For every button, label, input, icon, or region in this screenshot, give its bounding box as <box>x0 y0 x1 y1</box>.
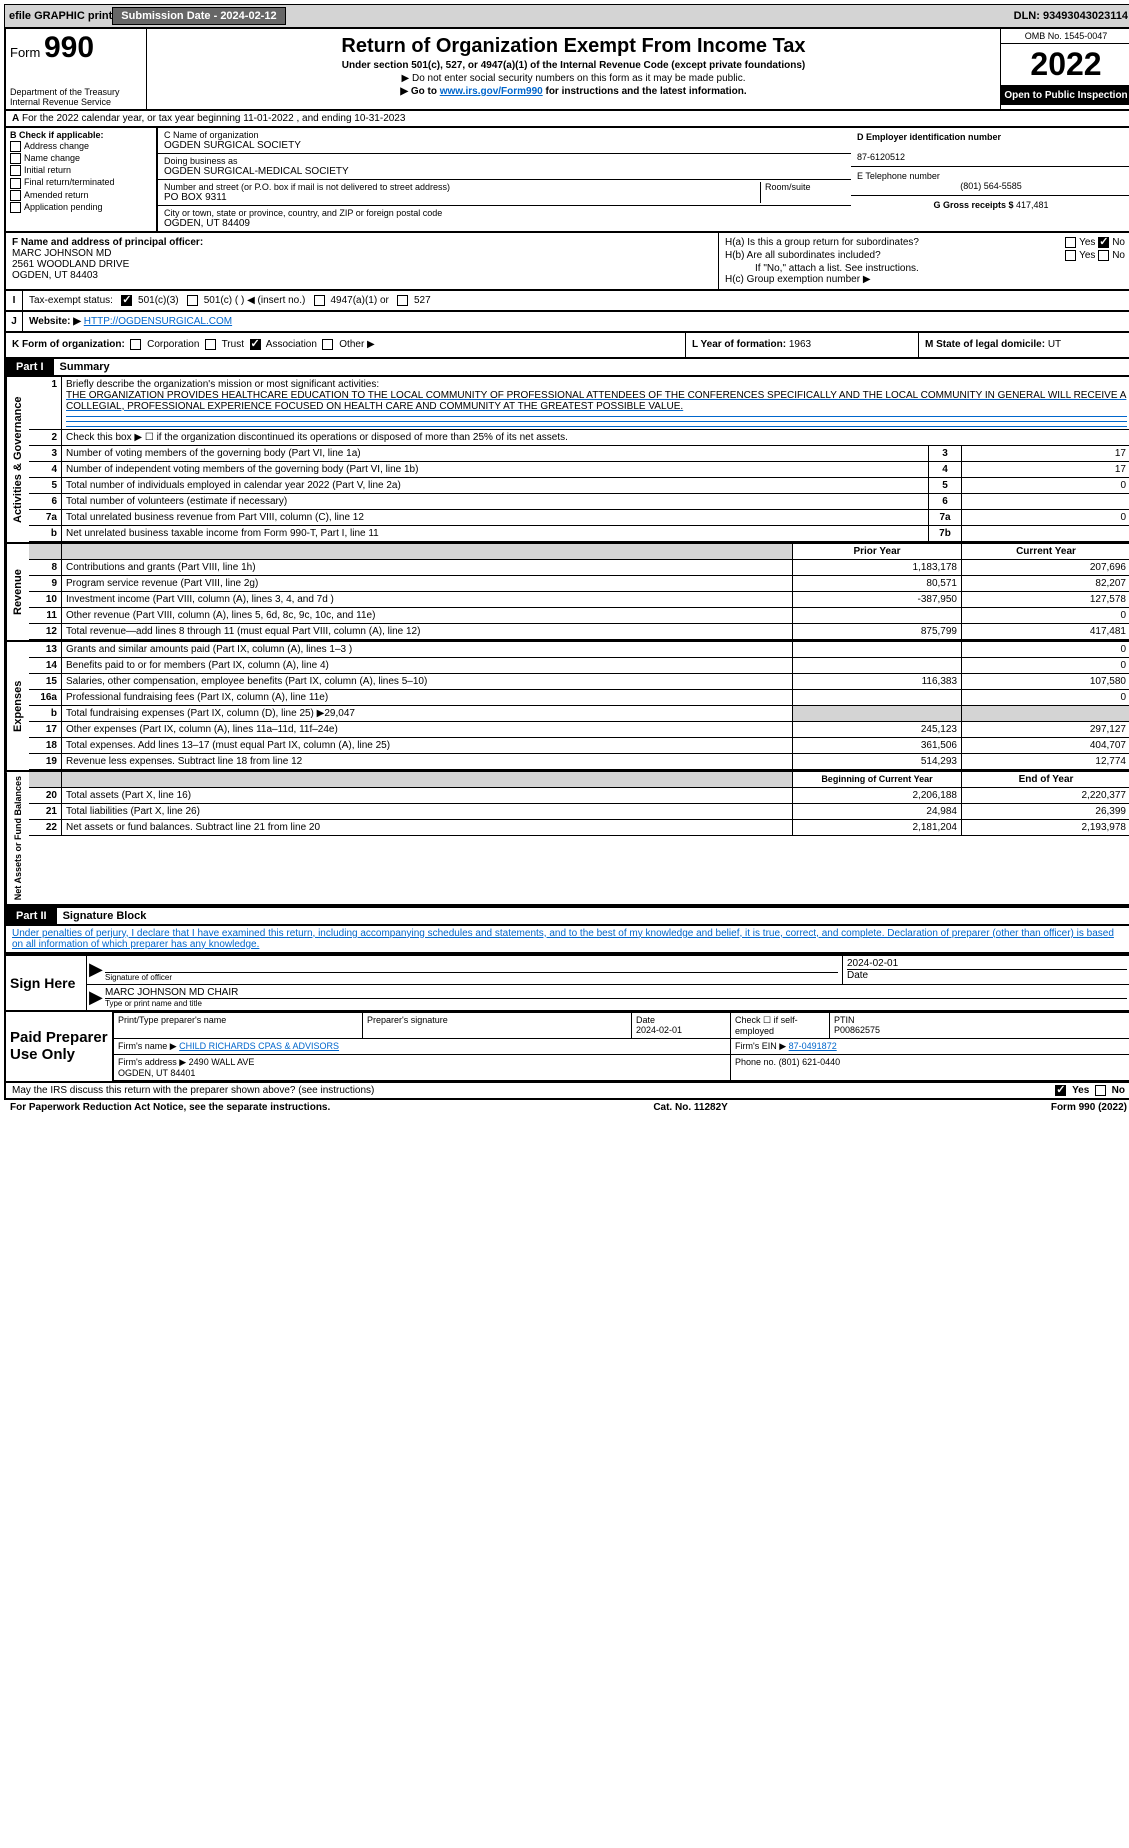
efile-label: efile GRAPHIC print <box>9 10 112 22</box>
chk-4947[interactable] <box>314 295 325 306</box>
side-netassets: Net Assets or Fund Balances <box>6 772 29 904</box>
col-c: C Name of organization OGDEN SURGICAL SO… <box>157 128 1129 231</box>
gross-value: 417,481 <box>1016 200 1049 210</box>
penalty-text: Under penalties of perjury, I declare th… <box>4 926 1129 954</box>
prep-firm: CHILD RICHARDS CPAS & ADVISORS <box>179 1041 339 1051</box>
chk-corp[interactable] <box>130 339 141 350</box>
ein-label: D Employer identification number <box>857 132 1001 142</box>
form-subtitle: Under section 501(c), 527, or 4947(a)(1)… <box>153 60 994 71</box>
room-label: Room/suite <box>765 182 811 192</box>
open-inspection: Open to Public Inspection <box>1001 86 1129 105</box>
sign-block: Sign Here ▶ Signature of officer 2024-02… <box>4 954 1129 1012</box>
sig-date: 2024-02-01 <box>847 958 1127 969</box>
row-j: J Website: ▶ HTTP://OGDENSURGICAL.COM <box>4 312 1129 333</box>
officer-addr1: 2561 WOODLAND DRIVE <box>12 259 129 270</box>
governance-section: Activities & Governance 1 Briefly descri… <box>4 377 1129 544</box>
mission-text: THE ORGANIZATION PROVIDES HEALTHCARE EDU… <box>66 390 1126 412</box>
row-fgh: F Name and address of principal officer:… <box>4 233 1129 291</box>
org-name: OGDEN SURGICAL SOCIETY <box>164 140 301 151</box>
row-klm: K Form of organization: Corporation Trus… <box>4 333 1129 358</box>
paid-preparer-label: Paid Preparer Use Only <box>6 1012 113 1081</box>
website-link[interactable]: HTTP://OGDENSURGICAL.COM <box>84 316 232 327</box>
col-f-officer: F Name and address of principal officer:… <box>6 233 719 289</box>
irs-link[interactable]: www.irs.gov/Form990 <box>440 86 543 97</box>
chk-address-change[interactable]: Address change <box>10 141 152 152</box>
chk-final-return[interactable]: Final return/terminated <box>10 177 152 188</box>
revenue-section: Revenue Prior Year Current Year 8Contrib… <box>4 544 1129 642</box>
expenses-section: Expenses 13Grants and similar amounts pa… <box>4 642 1129 772</box>
chk-other[interactable] <box>322 339 333 350</box>
chk-name-change[interactable]: Name change <box>10 153 152 164</box>
chk-trust[interactable] <box>205 339 216 350</box>
sign-here-label: Sign Here <box>6 956 87 1010</box>
form-note2: ▶ Go to www.irs.gov/Form990 for instruct… <box>153 86 994 97</box>
chk-discuss-yes[interactable] <box>1055 1085 1066 1096</box>
side-expenses: Expenses <box>6 642 29 770</box>
discuss-row: May the IRS discuss this return with the… <box>4 1083 1129 1100</box>
part2-label: Part II <box>6 908 57 924</box>
col-c-left: C Name of organization OGDEN SURGICAL SO… <box>157 128 851 231</box>
chk-501c3[interactable] <box>121 295 132 306</box>
sig-name: MARC JOHNSON MD CHAIR <box>105 987 1127 998</box>
preparer-block: Paid Preparer Use Only Print/Type prepar… <box>4 1012 1129 1083</box>
sig-arrow-icon: ▶ <box>87 956 101 984</box>
form-note1: ▶ Do not enter social security numbers o… <box>153 73 994 84</box>
form-title: Return of Organization Exempt From Incom… <box>153 35 994 58</box>
chk-discuss-no[interactable] <box>1095 1085 1106 1096</box>
header-mid: Return of Organization Exempt From Incom… <box>147 29 1000 109</box>
sig-arrow-icon: ▶ <box>87 985 101 1010</box>
part1-label: Part I <box>6 359 54 375</box>
chk-501c[interactable] <box>187 295 198 306</box>
tax-year: 2022 <box>1001 44 1129 86</box>
chk-initial-return[interactable]: Initial return <box>10 165 152 176</box>
ein-value: 87-6120512 <box>857 152 905 162</box>
col-b-checkboxes: B Check if applicable: Address change Na… <box>6 128 157 231</box>
org-city: OGDEN, UT 84409 <box>164 218 250 229</box>
chk-assoc[interactable] <box>250 339 261 350</box>
submission-date-btn[interactable]: Submission Date - 2024-02-12 <box>112 7 285 25</box>
name-label: C Name of organization <box>164 130 259 140</box>
dba-label: Doing business as <box>164 156 238 166</box>
dept-treasury: Department of the Treasury Internal Reve… <box>10 87 142 107</box>
chk-527[interactable] <box>397 295 408 306</box>
col-h-group: H(a) Is this a group return for subordin… <box>719 233 1129 289</box>
footer-row: For Paperwork Reduction Act Notice, see … <box>4 1100 1129 1115</box>
chk-application-pending[interactable]: Application pending <box>10 202 152 213</box>
officer-name: MARC JOHNSON MD <box>12 248 111 259</box>
col-c-right: D Employer identification number 87-6120… <box>851 128 1129 231</box>
efile-topbar: efile GRAPHIC print Submission Date - 20… <box>4 4 1129 28</box>
form-number: Form 990 <box>10 31 142 65</box>
part2-bar: Part II Signature Block <box>4 906 1129 926</box>
omb-number: OMB No. 1545-0047 <box>1001 29 1129 44</box>
header-left: Form 990 Department of the Treasury Inte… <box>6 29 147 109</box>
block-bc: B Check if applicable: Address change Na… <box>4 128 1129 233</box>
phone-label: E Telephone number <box>857 171 940 181</box>
side-governance: Activities & Governance <box>6 377 29 542</box>
row-i: I Tax-exempt status: 501(c)(3) 501(c) ( … <box>4 291 1129 312</box>
part2-title: Signature Block <box>57 908 153 924</box>
side-revenue: Revenue <box>6 544 29 640</box>
row-a-period: A For the 2022 calendar year, or tax yea… <box>4 111 1129 128</box>
org-street: PO BOX 9311 <box>164 192 227 203</box>
city-label: City or town, state or province, country… <box>164 208 442 218</box>
street-label: Number and street (or P.O. box if mail i… <box>164 182 450 192</box>
netassets-section: Net Assets or Fund Balances Beginning of… <box>4 772 1129 906</box>
officer-addr2: OGDEN, UT 84403 <box>12 270 98 281</box>
phone-value: (801) 564-5585 <box>857 181 1125 191</box>
dln-label: DLN: 93493043023114 <box>1014 10 1128 22</box>
org-dba: OGDEN SURGICAL-MEDICAL SOCIETY <box>164 166 349 177</box>
form-header: Form 990 Department of the Treasury Inte… <box>4 28 1129 111</box>
part1-title: Summary <box>54 359 116 375</box>
header-right: OMB No. 1545-0047 2022 Open to Public In… <box>1000 29 1129 109</box>
part1-bar: Part I Summary <box>4 359 1129 377</box>
chk-amended-return[interactable]: Amended return <box>10 190 152 201</box>
gross-label: G Gross receipts $ <box>933 200 1013 210</box>
